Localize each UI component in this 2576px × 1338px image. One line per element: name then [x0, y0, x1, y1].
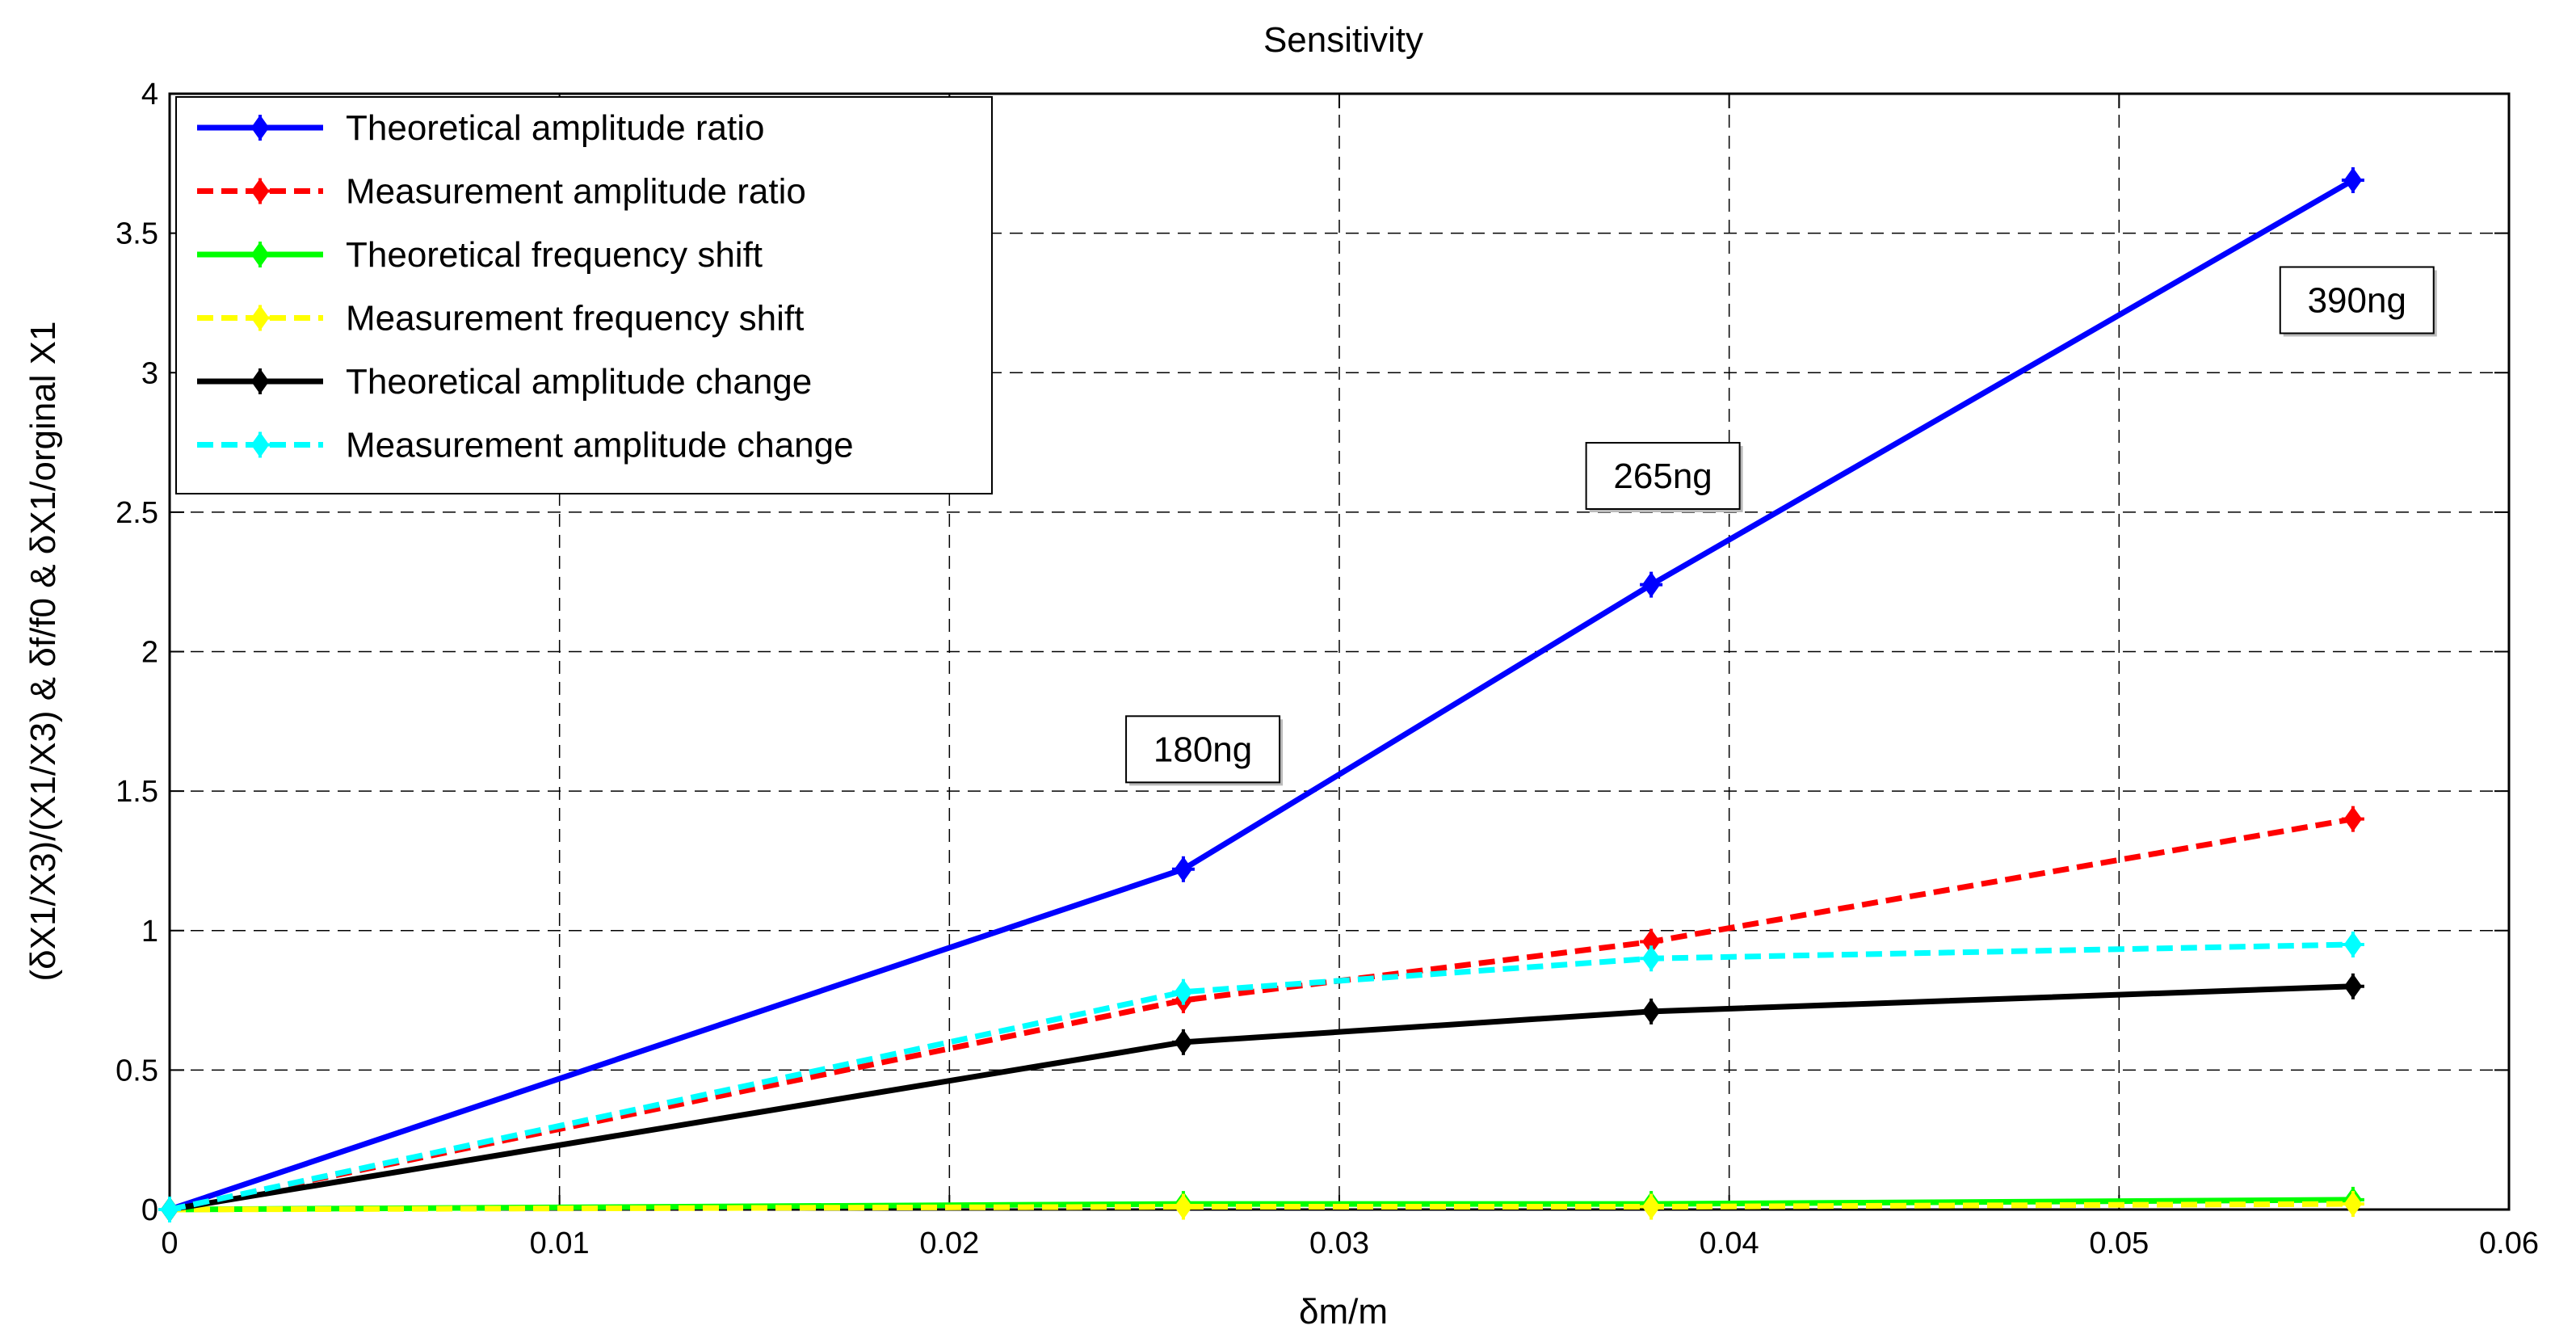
legend-entry-2: Measurement amplitude ratio: [197, 172, 806, 212]
x-tick-label: 0.05: [2089, 1226, 2149, 1260]
annotation-frame: [1125, 715, 1281, 784]
data-point: [1640, 945, 1663, 972]
y-axis-label: (δX1/X3)/(X1/X3) & δf/f0 & δX1/orginal X…: [23, 322, 63, 982]
annotation-box-3: 390ng: [2279, 266, 2437, 337]
legend-marker: [249, 242, 271, 267]
data-point: [1640, 571, 1663, 598]
y-tick-label: 1: [141, 915, 158, 949]
series-line: [169, 1201, 2353, 1213]
annotation-frame: [1585, 441, 1741, 510]
legend-marker: [249, 431, 271, 458]
legend-label: Measurement amplitude ratio: [346, 172, 806, 212]
legend: Theoretical amplitude ratio Measurement a…: [175, 96, 993, 494]
legend-label: Measurement amplitude change: [346, 426, 854, 465]
legend-marker: [249, 115, 271, 141]
x-tick-label: 0.03: [1309, 1226, 1369, 1260]
data-point: [2341, 973, 2364, 999]
annotation-box-2: 265ng: [1585, 441, 1743, 512]
legend-entry-1: Theoretical amplitude ratio: [197, 108, 764, 148]
legend-box: [175, 96, 993, 494]
legend-label: Theoretical frequency shift: [346, 235, 763, 275]
x-tick-label: 0.01: [530, 1226, 590, 1260]
legend-label: Theoretical amplitude change: [346, 362, 812, 402]
series-line: [168, 177, 2355, 1213]
legend-entry-6: Measurement amplitude change: [197, 426, 854, 465]
legend-entry-3: Theoretical frequency shift: [197, 235, 763, 275]
y-tick-label: 0.5: [116, 1054, 158, 1088]
chart-title: Sensitivity: [1263, 20, 1423, 60]
annotations: 180ng 265ng 390ng: [1125, 266, 2437, 786]
series-6: [158, 932, 2364, 1222]
y-tick-label: 0: [141, 1193, 158, 1227]
data-point: [2341, 932, 2364, 958]
data-point: [1171, 1193, 1195, 1220]
series-line: [169, 941, 2354, 1213]
y-tick-label: 3.5: [116, 217, 158, 251]
legend-label: Theoretical amplitude ratio: [346, 108, 764, 148]
data-point: [2341, 167, 2364, 194]
series-line: [169, 816, 2354, 1213]
data-point: [1640, 998, 1663, 1025]
data-point: [1171, 978, 1195, 1005]
data-point: [2341, 806, 2364, 832]
data-point: [2341, 1191, 2364, 1218]
x-tick-label: 0.04: [1700, 1226, 1759, 1260]
legend-marker: [249, 305, 271, 331]
y-tick-label: 2.5: [116, 496, 158, 530]
y-tick-label: 4: [141, 78, 158, 112]
x-axis-label: δm/m: [1299, 1292, 1388, 1332]
axis-ticks: 0 0.01 0.02 0.03 0.04 0.05 0.06 0 0.5 1 1.5 2 2.5 3 3.…: [116, 78, 2539, 1260]
y-tick-label: 2: [141, 636, 158, 670]
legend-marker: [249, 178, 271, 204]
annotation-label: 390ng: [2308, 280, 2406, 320]
annotation-box-1: 180ng: [1125, 715, 1284, 786]
x-tick-label: 0.06: [2479, 1226, 2539, 1260]
data-series: [158, 167, 2364, 1222]
y-tick-label: 3: [141, 356, 158, 390]
annotation-label: 265ng: [1613, 457, 1712, 496]
y-tick-label: 1.5: [116, 775, 158, 809]
data-point: [1171, 856, 1195, 882]
legend-marker: [249, 368, 271, 394]
annotation-label: 180ng: [1154, 730, 1252, 769]
legend-entry-4: Measurement frequency shift: [197, 299, 804, 339]
legend-label: Measurement frequency shift: [346, 299, 804, 339]
series-line: [169, 983, 2354, 1213]
data-point: [1640, 1193, 1663, 1220]
data-point: [158, 1197, 181, 1222]
x-tick-label: 0: [161, 1226, 178, 1260]
annotation-frame: [2279, 266, 2435, 334]
x-tick-label: 0.02: [919, 1226, 979, 1260]
legend-entry-5: Theoretical amplitude change: [197, 362, 812, 402]
data-point: [1171, 1029, 1195, 1055]
